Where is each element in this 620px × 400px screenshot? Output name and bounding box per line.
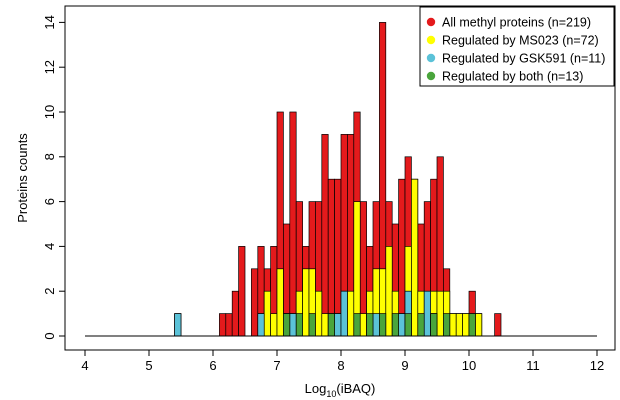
bar-series-2-bin-35 xyxy=(475,313,483,337)
bar-series-1-bin-6 xyxy=(251,268,259,337)
y-tick-label-4: 4 xyxy=(42,243,57,250)
x-tick-label-5: 5 xyxy=(145,358,152,373)
bar-series-1-bin-5 xyxy=(238,246,246,337)
bar-series-4-bin-9 xyxy=(404,313,412,337)
y-tick-label-6: 6 xyxy=(42,198,57,205)
bar-series-3-bin-10 xyxy=(423,290,431,337)
bar-series-4-bin-13 xyxy=(468,313,476,337)
x-tick-label-4: 4 xyxy=(81,358,88,373)
bar-series-1-bin-17 xyxy=(321,134,329,337)
bar-series-2-bin-31 xyxy=(449,313,457,337)
bar-series-3-bin-7 xyxy=(372,313,380,337)
y-tick-label-12: 12 xyxy=(42,60,57,74)
x-tick-label-11: 11 xyxy=(526,358,540,373)
bar-series-3-bin-5 xyxy=(334,313,342,337)
bar-series-2-bin-8 xyxy=(302,268,310,337)
legend: All methyl proteins (n=219) Regulated by … xyxy=(419,6,615,87)
legend-label-4: Regulated by both (n=13) xyxy=(442,70,583,84)
bar-series-2-bin-10 xyxy=(315,290,323,337)
bar-series-1-bin-29 xyxy=(398,178,406,337)
bar-series-2-bin-11 xyxy=(321,313,329,337)
bar-series-4-bin-4 xyxy=(327,313,335,337)
bar-series-2-bin-21 xyxy=(385,246,393,337)
bar-series-3-bin-2 xyxy=(257,313,265,337)
bar-series-4-bin-2 xyxy=(295,313,303,337)
bar-series-4-bin-7 xyxy=(379,313,387,337)
bar-series-2-bin-29 xyxy=(436,290,444,337)
bar-series-1-bin-42 xyxy=(494,313,502,337)
x-tick-label-9: 9 xyxy=(401,358,408,373)
bar-series-3-bin-4 xyxy=(289,313,297,337)
bar-series-4-bin-3 xyxy=(308,313,316,337)
y-axis-title: Proteins counts xyxy=(15,133,30,223)
y-tick-label-8: 8 xyxy=(42,153,57,160)
bar-series-2-bin-4 xyxy=(276,268,284,337)
bar-series-4-bin-6 xyxy=(366,313,374,337)
y-tick-label-14: 14 xyxy=(42,15,57,29)
x-tick-label-12: 12 xyxy=(590,358,604,373)
bar-series-4-bin-12 xyxy=(443,313,451,337)
legend-label-3: Regulated by GSK591 (n=11) xyxy=(442,52,605,66)
x-axis-title: Log10(iBAQ) xyxy=(305,381,376,399)
bar-series-2-bin-3 xyxy=(270,313,278,337)
x-axis: 4 5 6 7 8 9 10 11 12 xyxy=(81,349,604,373)
bar-series-1-bin-3 xyxy=(225,313,233,337)
bar-series-1-bin-18 xyxy=(327,178,335,337)
x-tick-label-10: 10 xyxy=(462,358,476,373)
bar-series-2-bin-32 xyxy=(455,313,463,337)
legend-marker-1 xyxy=(426,17,436,27)
bar-series-4-bin-5 xyxy=(353,313,361,337)
legend-marker-4 xyxy=(426,71,436,81)
x-tick-label-8: 8 xyxy=(337,358,344,373)
bar-series-1-bin-12 xyxy=(289,111,297,337)
bar-series-3-bin-1 xyxy=(174,313,182,337)
bar-series-4-bin-11 xyxy=(430,313,438,337)
bar-series-2-bin-33 xyxy=(462,313,470,337)
x-tick-label-7: 7 xyxy=(273,358,280,373)
bar-series-4-bin-10 xyxy=(417,313,425,337)
bar-series-1-bin-4 xyxy=(231,290,239,337)
legend-label-2: Regulated by MS023 (n=72) xyxy=(442,34,599,48)
y-tick-label-0: 0 xyxy=(42,332,57,339)
y-tick-label-10: 10 xyxy=(42,105,57,119)
bar-series-2-bin-17 xyxy=(359,313,367,337)
bar-series-2-bin-15 xyxy=(347,290,355,337)
y-tick-label-2: 2 xyxy=(42,288,57,295)
bar-series-3-bin-8 xyxy=(398,313,406,337)
bar-series-1-bin-19 xyxy=(334,178,342,337)
bar-series-4-bin-8 xyxy=(391,313,399,337)
legend-marker-2 xyxy=(426,35,436,45)
bar-series-2-bin-25 xyxy=(411,178,419,337)
bar-series-3-bin-6 xyxy=(340,290,348,337)
legend-box xyxy=(419,6,615,87)
bar-series-1-bin-2 xyxy=(219,313,227,337)
bar-series-4-bin-1 xyxy=(283,313,291,337)
bar-series-2-bin-2 xyxy=(263,290,271,337)
x-tick-label-6: 6 xyxy=(209,358,216,373)
legend-label-1: All methyl proteins (n=219) xyxy=(442,16,591,30)
y-axis: 0 2 4 6 8 10 12 14 xyxy=(42,15,66,340)
legend-marker-3 xyxy=(426,53,436,63)
